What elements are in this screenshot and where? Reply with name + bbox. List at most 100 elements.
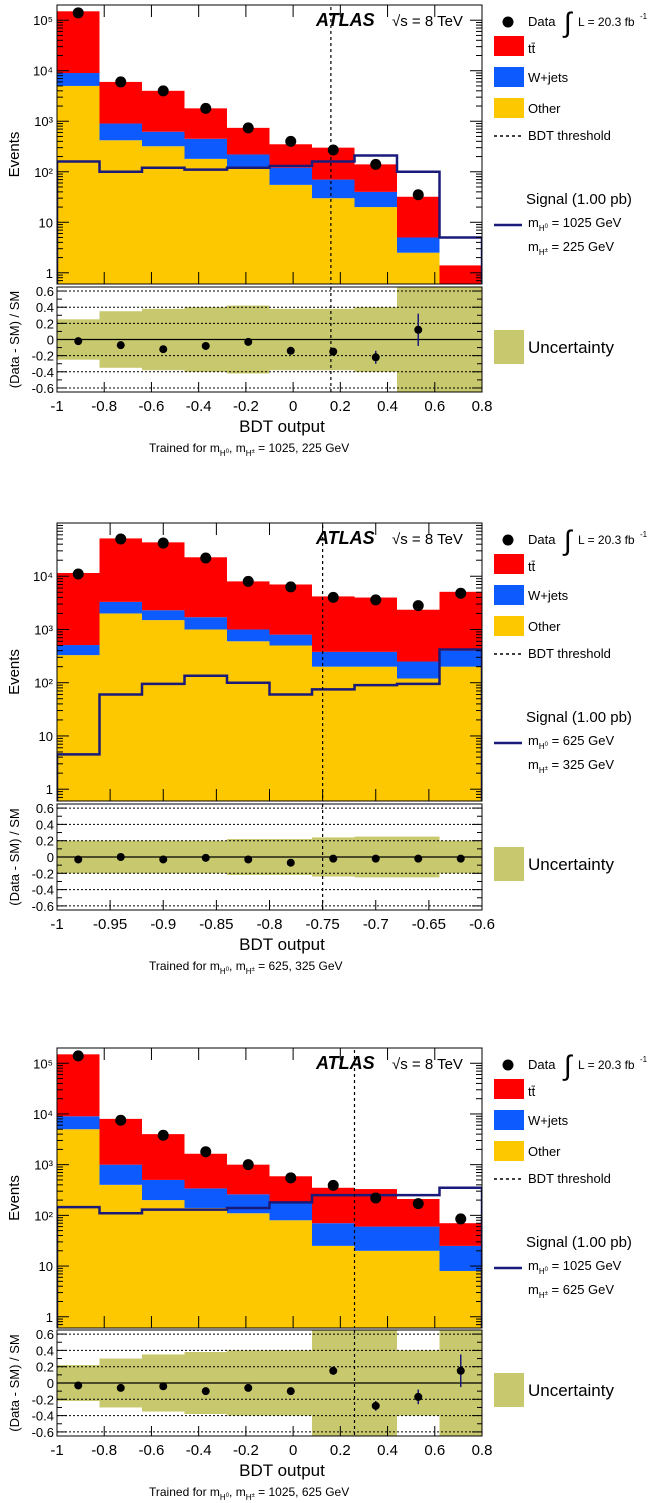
bar-tt-2: [142, 1134, 185, 1180]
legend-threshold-label: BDT threshold: [528, 1171, 611, 1186]
x-tick-label: -0.85: [199, 916, 233, 933]
caption-part: = 1025, 225 GeV: [255, 441, 349, 455]
bar-wjets-7: [354, 651, 397, 667]
ratio-point-5: [286, 1387, 295, 1396]
legend-uncertainty-label: Uncertainty: [528, 338, 614, 357]
ratio-point-9: [456, 854, 465, 863]
legend-lumi-sup: -1: [640, 1055, 648, 1064]
caption: Trained for mH0, mH± = 1025, 225 GeV: [149, 441, 349, 458]
ratio-point-0: [74, 855, 83, 864]
ratio-content: [57, 807, 482, 907]
bar-tt-6: [312, 1187, 355, 1224]
ratio-tick-label: 0.2: [36, 834, 54, 849]
caption-part: = 1025, 625 GeV: [255, 1485, 349, 1499]
bar-other-8: [397, 252, 440, 284]
x-tick-label: 0.4: [377, 1442, 398, 1459]
legend-threshold-label: BDT threshold: [528, 128, 611, 143]
mass-value: = 625 GeV: [552, 733, 615, 748]
caption: Trained for mH0, mH± = 1025, 625 GeV: [149, 1485, 349, 1502]
energy-label: √s = 8 TeV: [392, 1056, 463, 1073]
legend-mass2: mH± = 625 GeV: [528, 1282, 614, 1300]
bar-other-3: [184, 158, 227, 284]
y-axis-label: Events: [6, 1175, 23, 1221]
bar-other-1: [99, 1184, 142, 1328]
ratio-axis-label: (Data - SM) / SM: [7, 291, 22, 389]
ratio-point-3: [201, 1387, 210, 1396]
data-point-5: [285, 135, 297, 147]
data-point-8: [412, 600, 424, 612]
bar-wjets-0: [57, 1116, 100, 1130]
bar-tt-3: [184, 1153, 227, 1189]
bar-tt-1: [99, 1118, 142, 1165]
caption-part: , m: [229, 959, 246, 973]
chart-panel-bottom: 1 10 10² 10³ 10⁴ 10⁵ Events ATLAS √s = 8 TeV -0.6…: [6, 1047, 648, 1502]
data-point-7: [370, 594, 382, 606]
data-point-5: [285, 581, 297, 593]
data-point-1: [115, 1114, 127, 1126]
bar-other-2: [142, 620, 185, 801]
x-tick-label: 0.8: [472, 1442, 493, 1459]
y-tick-label: 10²: [34, 165, 53, 180]
mass-sup: ±: [545, 766, 549, 772]
x-tick-label: 0.2: [330, 1442, 351, 1459]
legend-ttbar-label: tt̄: [528, 1084, 536, 1099]
integral-sign: ∫: [562, 1050, 574, 1081]
mass-m: m: [528, 733, 539, 748]
y-tick-label: 1: [46, 266, 53, 281]
bar-wjets-1: [99, 1164, 142, 1185]
ratio-tick-label: 0: [47, 850, 54, 865]
legend-wjets-swatch: [494, 67, 524, 87]
y-tick-label: 10³: [34, 622, 53, 637]
data-point-2: [157, 85, 169, 97]
bar-other-2: [142, 146, 185, 284]
bar-wjets-5: [269, 634, 312, 646]
bar-tt-1: [99, 538, 142, 602]
legend-other-label: Other: [528, 1144, 561, 1159]
ratio-content: [57, 1330, 482, 1436]
caption-part: , m: [229, 1485, 246, 1499]
legend-data-label: Data: [528, 532, 556, 547]
data-point-1: [115, 76, 127, 88]
caption-part: ±: [252, 967, 256, 973]
legend-data-marker: [502, 16, 514, 28]
ratio-point-7: [371, 854, 380, 863]
bar-tt-0: [57, 11, 100, 74]
ratio-point-5: [286, 346, 295, 355]
legend-signal-label: Signal (1.00 pb): [526, 709, 632, 726]
legend-ttbar-swatch: [494, 1079, 524, 1099]
legend-wjets-swatch: [494, 1110, 524, 1130]
mass-sub: H: [539, 248, 545, 257]
y-tick-label: 10: [39, 1259, 53, 1274]
legend-data-label: Data: [528, 14, 556, 29]
x-tick-label: 0.8: [472, 398, 493, 415]
legend-wjets-label: W+jets: [528, 1113, 569, 1128]
bar-wjets-4: [227, 629, 270, 642]
bar-other-5: [269, 184, 312, 284]
data-point-2: [157, 1129, 169, 1141]
bar-wjets-5: [269, 167, 312, 185]
data-point-4: [242, 575, 254, 587]
caption-part: H: [246, 1493, 252, 1502]
bar-other-3: [184, 1207, 227, 1328]
chart-panel-top: 1 10 10² 10³ 10⁴ 10⁵ Events ATLAS √s = 8 TeV -0.6…: [6, 4, 648, 458]
bar-other-1: [99, 140, 142, 284]
ratio-point-6: [329, 854, 338, 863]
bar-other-8: [397, 678, 440, 801]
data-point-1: [115, 533, 127, 545]
bar-wjets-2: [142, 1179, 185, 1201]
x-tick-label: -0.75: [306, 916, 340, 933]
ratio-tick-label: -0.4: [32, 883, 54, 898]
ratio-point-6: [329, 1366, 338, 1375]
legend-signal-label: Signal (1.00 pb): [526, 191, 632, 208]
ratio-tick-label: 0.4: [36, 817, 54, 832]
legend: Data ∫ L = 20.3 fb -1 tt̄ W+jets Other BDT thre…: [494, 1050, 648, 1407]
bar-tt-5: [269, 584, 312, 635]
bar-wjets-9: [439, 650, 482, 667]
mass-sup: ±: [545, 248, 549, 254]
legend-ttbar-label: tt̄: [528, 41, 536, 56]
bar-other-0: [57, 1129, 100, 1328]
caption-part: 0: [226, 449, 230, 455]
legend-lumi: L = 20.3 fb: [578, 1058, 635, 1072]
ratio-point-3: [201, 341, 210, 350]
